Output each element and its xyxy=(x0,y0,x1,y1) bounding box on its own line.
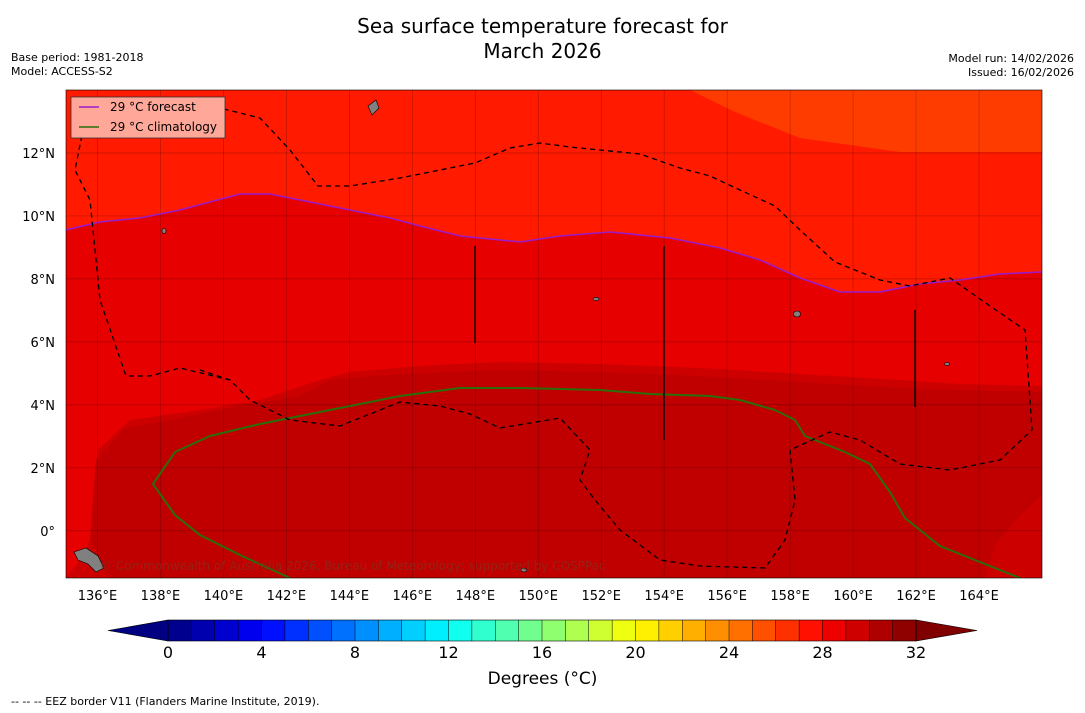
legend-forecast-label: 29 °C forecast xyxy=(110,100,196,114)
eez-border xyxy=(74,103,1033,569)
colorbar xyxy=(107,619,978,642)
legend-climatology-label: 29 °C climatology xyxy=(110,120,217,134)
lon-tick-label: 156°E xyxy=(707,589,747,604)
colorbar-tick-label: 16 xyxy=(532,643,552,662)
lat-tick-label: 10°N xyxy=(22,210,55,225)
map-legend: 29 °C forecast 29 °C climatology xyxy=(70,96,226,139)
colorbar-segment xyxy=(658,620,683,641)
lon-tick-label: 160°E xyxy=(833,589,873,604)
climatology-29c-isotherm xyxy=(151,387,1021,578)
graticule xyxy=(66,90,1042,578)
model-run-text: Model run: 14/02/2026 xyxy=(948,52,1074,65)
colorbar-segment xyxy=(869,620,893,641)
colorbar-segment xyxy=(799,620,823,641)
colorbar-segment xyxy=(261,620,286,641)
colorbar-segment xyxy=(401,620,426,641)
colorbar-segment xyxy=(822,620,847,641)
forecast-29c-isotherm xyxy=(66,193,1042,293)
colorbar-segment xyxy=(191,620,216,641)
lon-tick-label: 152°E xyxy=(581,589,621,604)
chart-title: Sea surface temperature forecast for Mar… xyxy=(0,14,1085,64)
meta-right: Model run: 14/02/2026 Issued: 16/02/2026 xyxy=(948,52,1074,80)
colorbar-label: Degrees (°C) xyxy=(487,669,598,689)
eez-footnote: -- -- -- EEZ border V11 (Flanders Marine… xyxy=(11,695,320,708)
lon-tick-label: 150°E xyxy=(518,589,558,604)
lon-tick-label: 158°E xyxy=(770,589,810,604)
colorbar-tick-label: 4 xyxy=(256,643,266,662)
lon-tick-label: 148°E xyxy=(456,589,496,604)
colorbar-segment xyxy=(214,620,239,641)
colorbar-segment xyxy=(752,620,777,641)
colorbar-segment xyxy=(705,620,730,641)
lat-tick-label: 2°N xyxy=(31,462,56,477)
colorbar-segment xyxy=(729,620,753,641)
colorbar-segment xyxy=(378,620,403,641)
colorbar-tick-label: 28 xyxy=(812,643,832,662)
meta-left: Base period: 1981-2018 Model: ACCESS-S2 xyxy=(11,51,143,79)
map-frame xyxy=(65,89,1043,579)
colorbar-max-extend xyxy=(915,619,978,642)
lon-tick-label: 136°E xyxy=(78,589,118,604)
sst-field-above-32-north xyxy=(690,90,1042,152)
forecast-artifact-lines xyxy=(474,246,916,440)
colorbar-tick-label: 32 xyxy=(906,643,926,662)
map-credit: © Commonwealth of Australia 2026, Bureau… xyxy=(100,559,606,573)
colorbar-min-extend xyxy=(107,619,169,642)
colorbar-tick-label: 12 xyxy=(438,643,458,662)
colorbar-tick-label: 24 xyxy=(719,643,739,662)
islands xyxy=(73,99,950,573)
lat-tick-label: 8°N xyxy=(31,273,56,288)
lon-tick-label: 146°E xyxy=(393,589,433,604)
latitude-ticks: 0° 2°N 4°N 6°N 8°N 10°N 12°N xyxy=(22,147,55,540)
colorbar-tick-label: 20 xyxy=(625,643,645,662)
lat-tick-label: 12°N xyxy=(22,147,55,162)
colorbar-segment xyxy=(495,620,519,641)
sst-field-32-33 xyxy=(90,370,1042,578)
lon-tick-label: 138°E xyxy=(141,589,181,604)
base-period-text: Base period: 1981-2018 xyxy=(11,51,144,64)
chart-title-line2: March 2026 xyxy=(483,39,602,63)
lon-tick-label: 164°E xyxy=(959,589,999,604)
colorbar-segment xyxy=(471,620,496,641)
colorbar-segment xyxy=(448,620,473,641)
lat-tick-label: 0° xyxy=(40,525,55,540)
colorbar-segment xyxy=(355,620,379,641)
colorbar-segment xyxy=(682,620,706,641)
colorbar-segment xyxy=(565,620,590,641)
colorbar-segment xyxy=(425,620,449,641)
colorbar-segment xyxy=(542,620,566,641)
colorbar-segment xyxy=(612,620,636,641)
lon-tick-label: 140°E xyxy=(204,589,244,604)
colorbar-segment xyxy=(635,620,660,641)
model-text: Model: ACCESS-S2 xyxy=(11,65,113,78)
colorbar-segment xyxy=(331,620,356,641)
colorbar-tick-label: 8 xyxy=(350,643,360,662)
lat-tick-label: 4°N xyxy=(31,399,56,414)
lat-tick-label: 6°N xyxy=(31,336,56,351)
longitude-ticks: 136°E 138°E 140°E 142°E 144°E 146°E 148°E 150°E… xyxy=(78,589,999,604)
colorbar-segment xyxy=(308,620,332,641)
colorbar-segment xyxy=(168,620,192,641)
colorbar-segment xyxy=(775,620,800,641)
colorbar-tick-label: 0 xyxy=(163,643,173,662)
lon-tick-label: 142°E xyxy=(267,589,307,604)
colorbar-segment xyxy=(518,620,543,641)
issued-text: Issued: 16/02/2026 xyxy=(967,66,1074,79)
colorbar-segment xyxy=(238,620,262,641)
lon-tick-label: 162°E xyxy=(896,589,936,604)
colorbar-segment xyxy=(845,620,870,641)
lon-tick-label: 154°E xyxy=(644,589,684,604)
colorbar-tick-labels: 0 4 8 12 16 20 24 28 32 xyxy=(163,643,926,662)
colorbar-segment xyxy=(892,620,917,641)
colorbar-frame xyxy=(167,619,917,642)
colorbar-segment xyxy=(588,620,613,641)
colorbar-segment xyxy=(284,620,309,641)
lon-tick-label: 144°E xyxy=(330,589,370,604)
chart-title-line1: Sea surface temperature forecast for xyxy=(357,14,728,38)
